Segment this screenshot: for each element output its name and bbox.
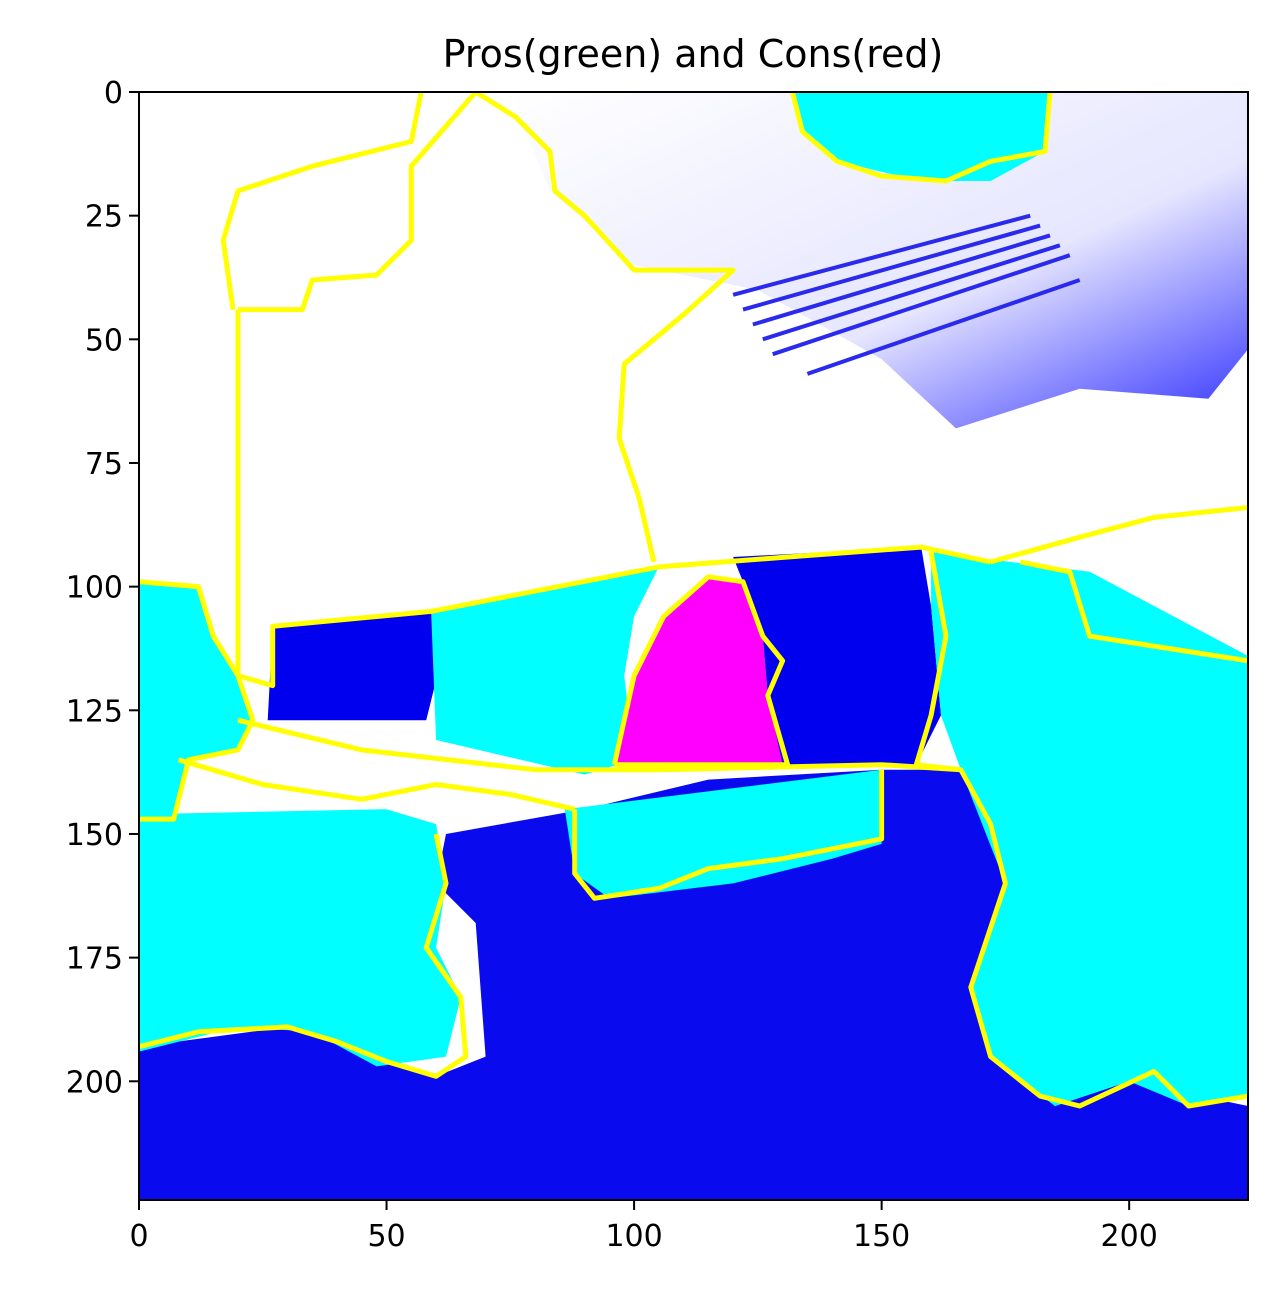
segment-boundary	[611, 574, 791, 768]
segment-boundary	[139, 579, 256, 822]
segment-boundary	[139, 833, 469, 1079]
segment-boundary	[235, 309, 992, 689]
streak-line	[752, 233, 1051, 327]
x-tick-label: 100	[605, 1219, 662, 1254]
streak-line	[772, 253, 1071, 357]
y-axis: 0 25 50 75 100 125 150 175 200	[66, 76, 139, 1100]
y-tick-label: 175	[66, 942, 123, 977]
region-center-cyan	[431, 566, 659, 775]
segment-boundary	[989, 505, 1248, 565]
streak-line	[806, 278, 1081, 376]
streak-line	[742, 223, 1041, 312]
segment-boundary	[790, 92, 1053, 184]
x-tick-label: 150	[853, 1219, 910, 1254]
segment-boundary	[913, 551, 1248, 1109]
y-tick-label: 50	[85, 323, 123, 358]
segment-boundary	[177, 757, 576, 812]
x-axis: 0 50 100 150 200	[129, 1200, 1158, 1254]
segment-boundary	[1019, 559, 1248, 664]
streaks-layer	[732, 213, 1081, 376]
streak-line	[732, 213, 1031, 297]
region-bottom-center-cyan	[564, 769, 882, 899]
plot-frame	[138, 91, 1249, 1201]
y-tick-label: 200	[66, 1065, 123, 1100]
region-left-cyan	[139, 581, 253, 820]
plot-area	[139, 92, 1248, 1200]
segment-boundary	[474, 92, 736, 563]
region-right-cyan	[931, 552, 1248, 1106]
segment-boundary	[237, 717, 961, 773]
segment-boundary	[220, 92, 424, 310]
chart-title: Pros(green) and Cons(red)	[443, 32, 944, 76]
y-tick-label: 150	[66, 818, 123, 853]
y-tick-label: 0	[104, 76, 123, 111]
x-tick-label: 50	[367, 1219, 405, 1254]
x-tick-label: 0	[129, 1219, 148, 1254]
region-upper-cyan	[792, 92, 1050, 181]
region-upper-right-blue	[510, 92, 1248, 429]
x-tick-label: 200	[1101, 1219, 1158, 1254]
y-tick-label: 125	[66, 694, 123, 729]
region-left-bottom-cyan	[139, 809, 461, 1067]
y-tick-label: 75	[85, 447, 123, 482]
boundaries-layer	[139, 92, 1248, 1109]
region-magenta-cons	[614, 576, 788, 765]
y-tick-label: 25	[85, 200, 123, 235]
segment-boundary	[238, 92, 478, 313]
streak-line	[762, 243, 1061, 342]
region-center-left-blue	[267, 611, 441, 721]
y-tick-label: 100	[66, 571, 123, 606]
region-center-right-blue	[733, 547, 941, 765]
regions-layer	[139, 92, 1248, 1200]
region-sea-lower	[139, 769, 1248, 1200]
segment-boundary	[572, 769, 885, 901]
